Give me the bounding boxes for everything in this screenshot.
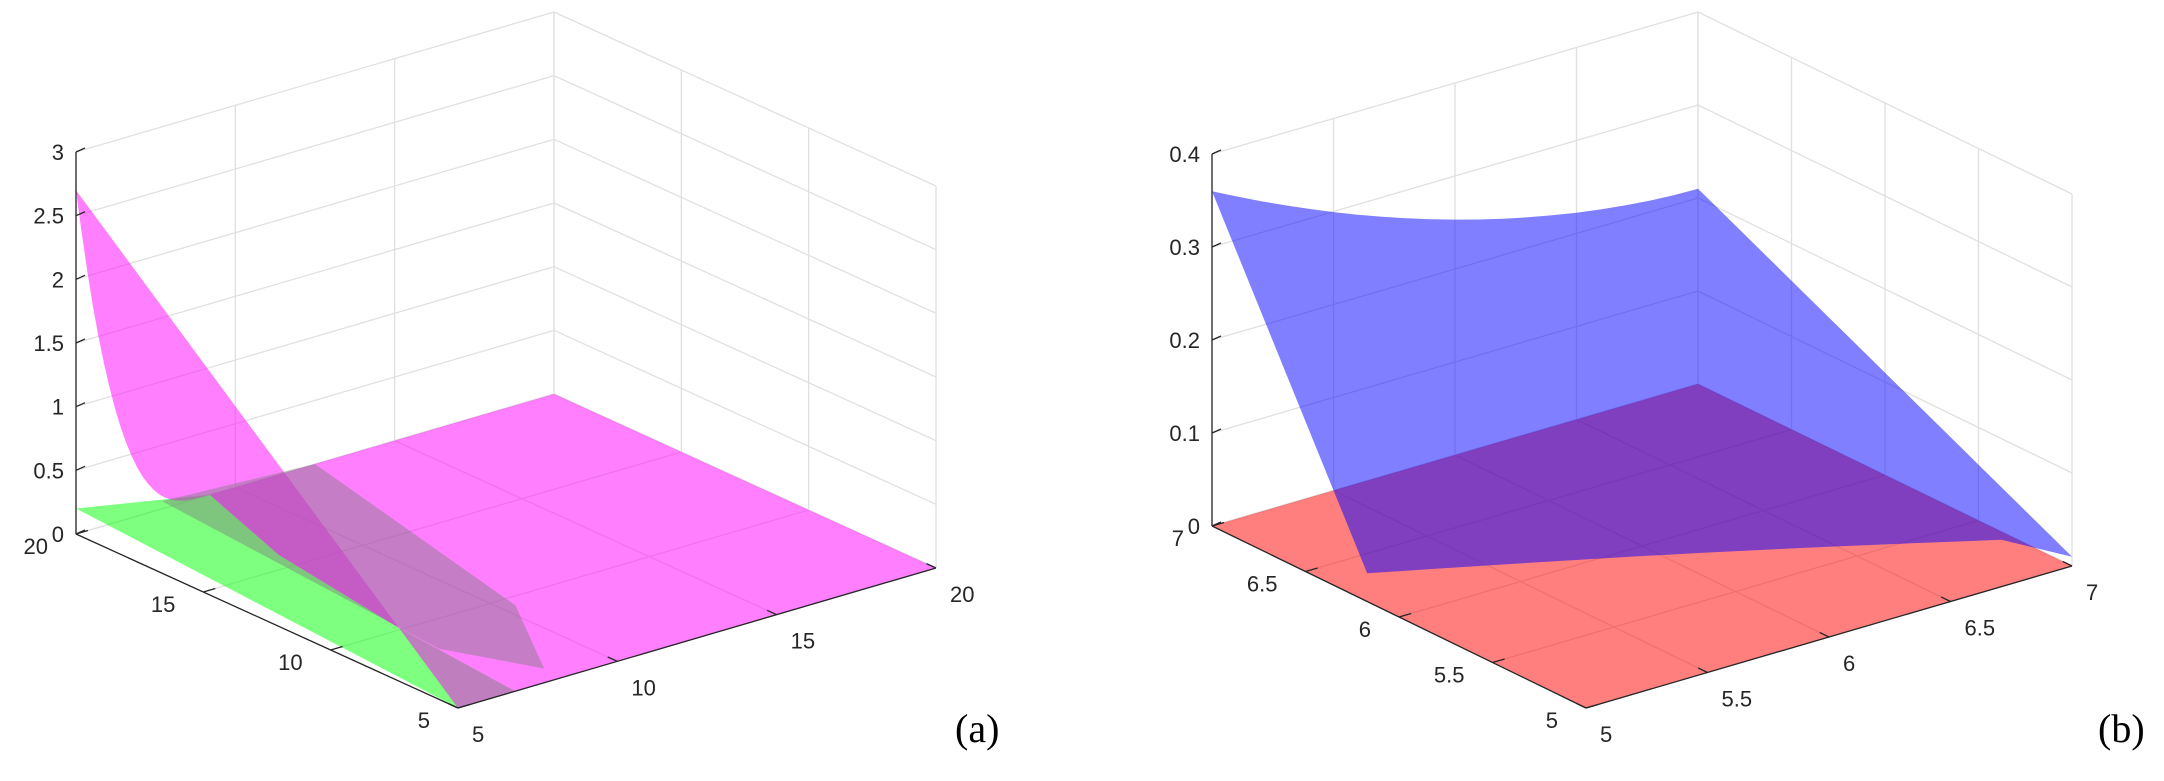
- z-tick-mark: [1211, 242, 1222, 248]
- x-tick-label: 6.5: [1965, 616, 1996, 641]
- surface-blue: [1212, 188, 2072, 574]
- y-tick-mark: [1492, 658, 1505, 664]
- y-tick-mark: [1398, 612, 1412, 618]
- wall-grid-line: [1697, 197, 2073, 381]
- wall-grid-line: [75, 138, 555, 280]
- z-tick-label: 0.1: [1169, 421, 1200, 446]
- z-tick-label: 0.2: [1169, 328, 1200, 353]
- y-tick-label: 20: [24, 534, 48, 559]
- y-tick-mark: [1305, 567, 1318, 573]
- y-tick-label: 5.5: [1434, 663, 1465, 688]
- z-tick-label: 0.3: [1169, 235, 1200, 260]
- y-tick-mark: [1585, 703, 1599, 709]
- surfaces-a: [76, 190, 937, 708]
- z-tick-label: 0: [52, 522, 64, 547]
- axis-lines-b: [1211, 149, 2073, 709]
- x-tick-mark: [1576, 702, 1587, 709]
- axis-lines-a: [75, 147, 937, 709]
- y-tick-label: 6: [1359, 617, 1371, 642]
- surface-green: [76, 494, 516, 708]
- z-tick-label: 1.5: [33, 331, 64, 356]
- wall-grid-line: [75, 75, 555, 217]
- z-tick-label: 2.5: [33, 204, 64, 229]
- x-tick-mark: [1940, 596, 1951, 603]
- z-tick-label: 2: [52, 267, 64, 292]
- y-tick-label: 7: [1172, 526, 1184, 551]
- y-axis-line: [75, 533, 459, 709]
- z-tick-mark: [75, 465, 86, 471]
- wall-grid-line: [553, 202, 937, 378]
- x-axis-line: [457, 567, 937, 709]
- y-tick-mark: [457, 703, 471, 709]
- z-tick-mark: [75, 529, 86, 535]
- x-tick-mark: [926, 563, 937, 569]
- z-tick-mark: [75, 147, 86, 153]
- x-tick-label: 15: [791, 629, 815, 654]
- z-tick-label: 1: [52, 395, 64, 420]
- y-tick-label: 10: [278, 650, 302, 675]
- z-tick-mark: [75, 274, 86, 280]
- wall-grid-line: [553, 138, 937, 314]
- surface-magenta-curved: [76, 190, 516, 708]
- x-tick-label: 5.5: [1722, 687, 1753, 712]
- x-tick-mark: [1819, 631, 1830, 638]
- wall-grid-line: [1697, 104, 2073, 288]
- z-tick-mark: [1211, 335, 1222, 341]
- z-tick-label: 0: [1188, 514, 1200, 539]
- wall-grid-line: [75, 11, 555, 153]
- x-tick-mark: [607, 656, 618, 662]
- x-tick-label: 7: [2086, 580, 2098, 605]
- x-tick-mark: [448, 703, 459, 709]
- z-tick-mark: [1211, 149, 1222, 155]
- z-tick-mark: [75, 338, 86, 344]
- surface-magenta-flat: [209, 394, 937, 692]
- z-tick-mark: [75, 402, 86, 408]
- z-tick-mark: [75, 211, 86, 217]
- wall-grid-line: [553, 329, 937, 505]
- z-tick-mark: [1211, 428, 1222, 434]
- panel-label-b: (b): [2098, 706, 2145, 751]
- z-tick-label: 0.4: [1169, 142, 1200, 167]
- x-tick-mark: [1697, 667, 1708, 674]
- wall-grid-line: [553, 75, 937, 251]
- y-tick-label: 15: [151, 592, 175, 617]
- x-tick-label: 6: [1843, 651, 1855, 676]
- x-tick-label: 20: [950, 582, 974, 607]
- surface-overlap-band: [162, 464, 545, 669]
- panel-label-a: (a): [955, 706, 999, 751]
- surfaces-b: [1212, 188, 2072, 708]
- wall-grid-line: [553, 266, 937, 442]
- y-tick-label: 5: [1546, 708, 1558, 733]
- wall-grid-line: [553, 11, 937, 187]
- x-tick-mark: [766, 609, 777, 616]
- x-tick-mark: [2062, 560, 2073, 567]
- y-tick-label: 5: [418, 708, 430, 733]
- y-tick-label: 6.5: [1247, 572, 1278, 597]
- x-tick-label: 5: [472, 722, 484, 747]
- z-tick-label: 3: [52, 140, 64, 165]
- wall-grid-line: [1697, 11, 2073, 195]
- y-tick-mark: [330, 645, 343, 651]
- wall-grid-line: [1211, 11, 1699, 155]
- x-tick-label: 5: [1600, 722, 1612, 747]
- x-tick-label: 10: [631, 675, 655, 700]
- y-tick-mark: [203, 587, 216, 593]
- z-tick-label: 0.5: [33, 458, 64, 483]
- z-tick-mark: [1211, 521, 1222, 527]
